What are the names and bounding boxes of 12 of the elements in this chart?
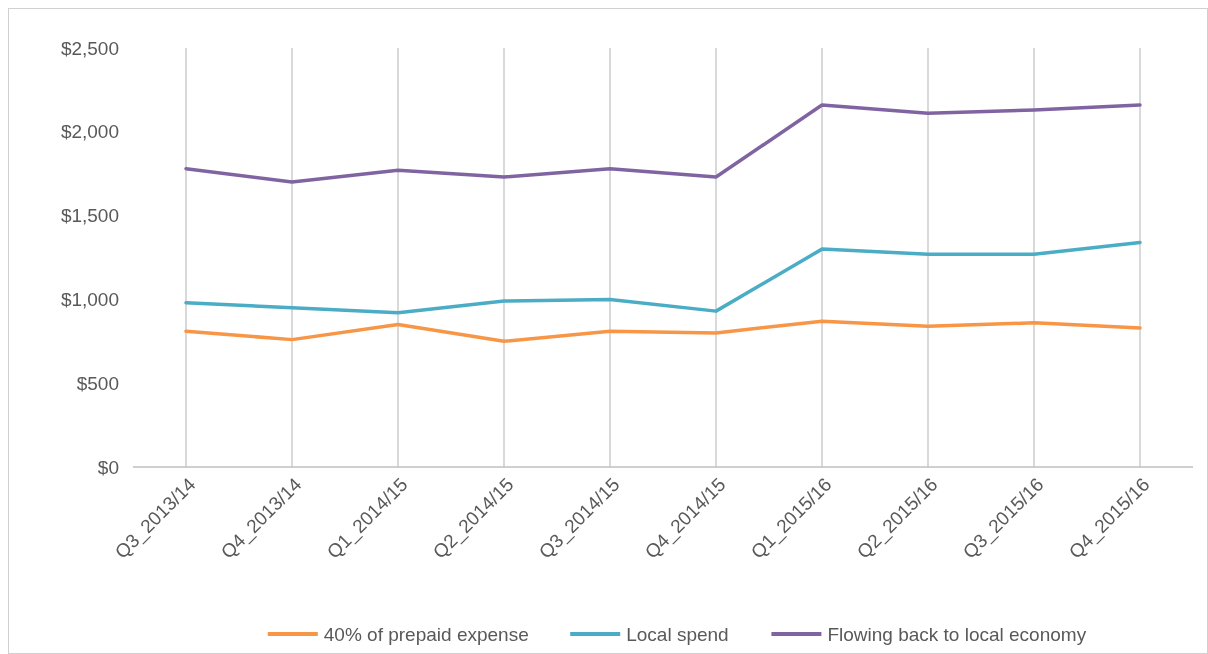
y-tick-label: $2,500	[60, 37, 119, 59]
line-series	[184, 319, 1142, 344]
y-tick-label: $1,500	[60, 205, 119, 227]
legend-label: Local spend	[626, 623, 729, 645]
line-series	[184, 103, 1142, 184]
line-series	[184, 240, 1142, 315]
y-tick-label: $500	[76, 372, 119, 394]
legend-label: Flowing back to local economy	[827, 623, 1087, 645]
y-tick-label: $1,000	[60, 289, 119, 311]
y-tick-label: $0	[97, 456, 119, 478]
y-tick-label: $2,000	[60, 121, 119, 143]
legend-label: 40% of prepaid expense	[323, 623, 529, 645]
